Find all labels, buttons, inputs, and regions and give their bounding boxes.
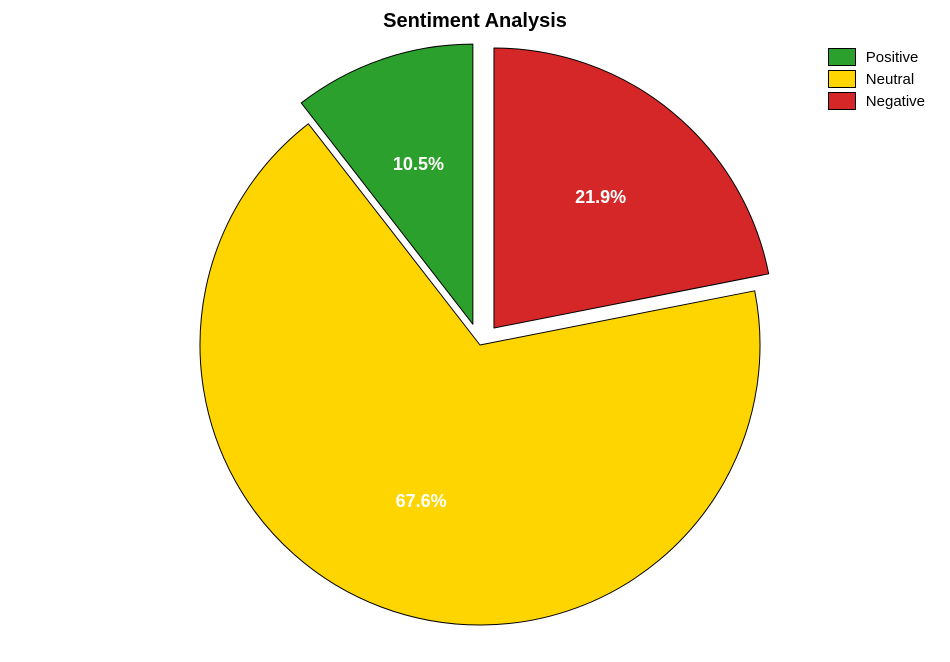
legend: Positive Neutral Negative xyxy=(828,48,925,114)
legend-swatch xyxy=(828,92,856,110)
slice-label: 21.9% xyxy=(575,187,626,207)
pie-slice xyxy=(494,48,769,328)
legend-label: Neutral xyxy=(866,71,914,88)
legend-item: Negative xyxy=(828,92,925,110)
pie-chart-svg: 10.5% 67.6% 21.9% xyxy=(0,0,950,662)
legend-item: Positive xyxy=(828,48,925,66)
legend-label: Positive xyxy=(866,49,919,66)
legend-swatch xyxy=(828,48,856,66)
slice-label: 67.6% xyxy=(396,491,447,511)
legend-swatch xyxy=(828,70,856,88)
chart-container: Sentiment Analysis 10.5%67.6%21.9% Posit… xyxy=(0,0,950,662)
slice-label: 10.5% xyxy=(393,154,444,174)
legend-item: Neutral xyxy=(828,70,925,88)
legend-label: Negative xyxy=(866,93,925,110)
